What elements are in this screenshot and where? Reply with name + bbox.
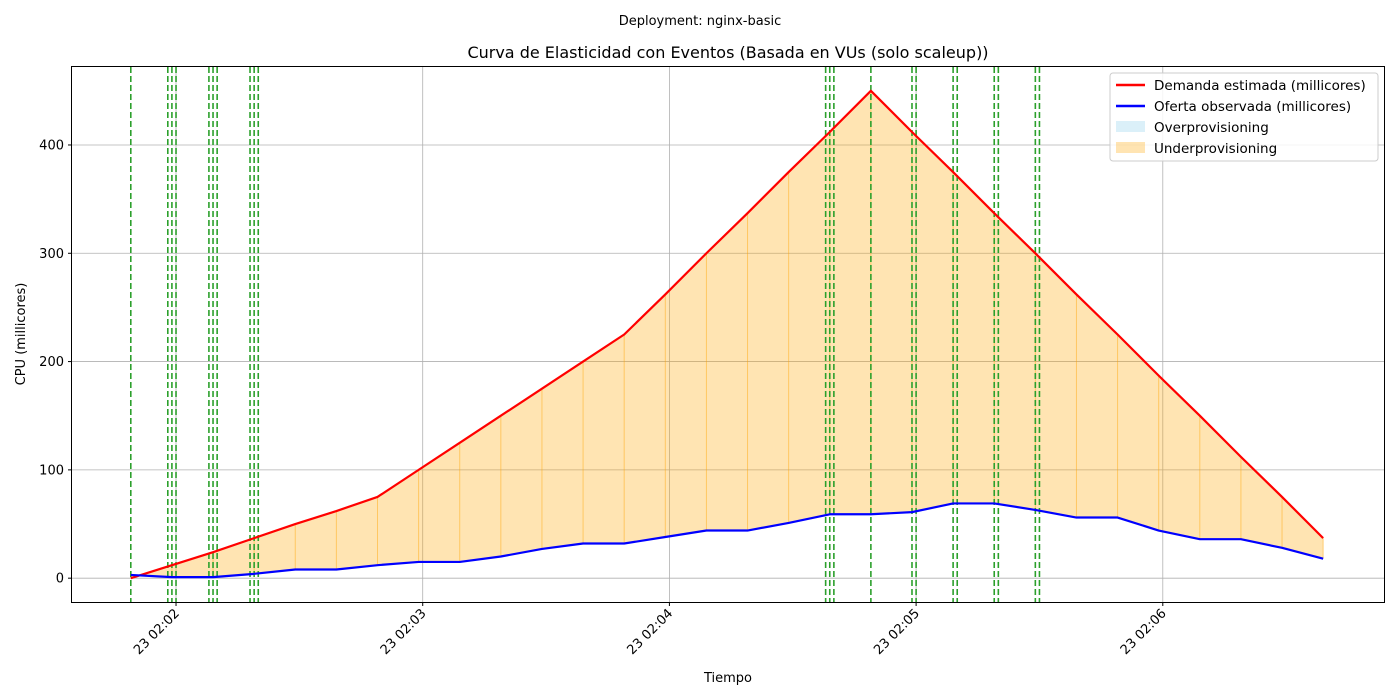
y-tick-label: 400 [39,138,64,153]
demand-line [130,89,1324,580]
x-tick-label: 23 02:05 [871,606,923,658]
legend-swatch-overprovisioning [1116,121,1145,132]
axes-frame [71,66,1385,603]
x-tick-label: 23 02:03 [378,606,430,658]
y-tick-label: 200 [39,355,64,370]
legend-label-demand: Demanda estimada (millicores) [1154,78,1366,94]
x-tick-label: 23 02:02 [131,606,183,658]
supply-line [130,502,1324,579]
legend-label-underprovisioning: Underprovisioning [1154,141,1277,157]
underprovisioning-area [130,90,1324,579]
legend-label-overprovisioning: Overprovisioning [1154,120,1269,136]
legend-box [1109,72,1379,162]
x-tick-label: 23 02:04 [625,606,677,658]
deployment-suptitle: Deployment: nginx-basic [619,14,782,29]
legend-label-supply: Oferta observada (millicores) [1154,99,1351,115]
legend: Demanda estimada (millicores) Oferta obs… [1109,72,1379,162]
plot-content [72,67,1384,602]
chart-title: Curva de Elasticidad con Eventos (Basada… [467,43,988,62]
legend-swatch-underprovisioning [1116,142,1145,153]
plot-area [72,67,1384,602]
x-axis-label: Tiempo [703,671,752,686]
y-tick-label: 0 [56,572,64,587]
y-tick-label: 100 [39,463,64,478]
x-tick-label: 23 02:06 [1118,606,1170,658]
y-tick-label: 300 [39,247,64,262]
y-axis-label: CPU (millicores) [14,283,29,386]
